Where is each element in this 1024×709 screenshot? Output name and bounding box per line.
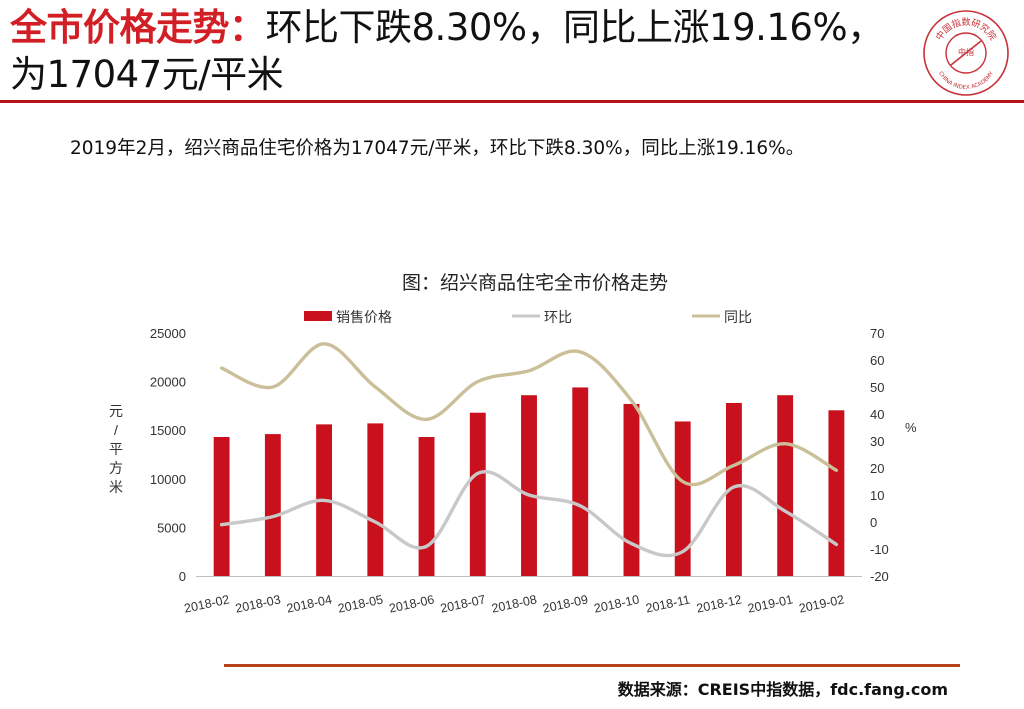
bar-7 <box>572 387 589 576</box>
slide-title: 全市价格走势：环比下跌8.30%，同比上涨19.16%，为17047元/平米 <box>10 4 890 98</box>
x-tick-label-10: 2018-12 <box>695 592 743 615</box>
series-1-point-4 <box>425 545 428 548</box>
y-tick-label-4: 20000 <box>150 375 186 390</box>
series-2-point-9 <box>681 480 684 483</box>
x-tick-label-0: 2018-02 <box>183 592 231 615</box>
bar-3 <box>367 423 384 576</box>
x-tick-label-9: 2018-11 <box>644 593 691 616</box>
y2-axis-label: % <box>905 420 917 435</box>
legend-label-0: 销售价格 <box>336 309 392 325</box>
title-highlight: 全市价格走势： <box>10 6 266 49</box>
y2-tick-label-8: 60 <box>870 353 884 368</box>
x-tick-label-6: 2018-08 <box>490 592 538 615</box>
y2-tick-label-1: -10 <box>870 542 889 557</box>
bar-5 <box>469 412 486 576</box>
y-tick-label-0: 0 <box>179 569 186 584</box>
y2-tick-label-3: 10 <box>870 488 884 503</box>
title-divider <box>0 100 1024 103</box>
series-2-point-3 <box>374 386 377 388</box>
bar-1 <box>264 434 281 576</box>
series-2-point-2 <box>323 343 325 345</box>
bar-4 <box>418 437 435 576</box>
x-tick-label-3: 2018-05 <box>337 592 385 615</box>
y-tick-label-1: 5000 <box>157 520 186 535</box>
x-tick-label-7: 2018-09 <box>542 592 590 615</box>
series-2-point-8 <box>630 399 633 402</box>
x-tick-label-12: 2019-02 <box>798 592 846 615</box>
series-1-point-11 <box>784 510 786 512</box>
bar-12 <box>828 410 845 576</box>
bar-10 <box>725 402 742 576</box>
series-2-point-0 <box>220 367 223 369</box>
series-1-point-6 <box>528 494 530 496</box>
series-2-point-5 <box>476 380 479 383</box>
chart-title: 图：绍兴商品住宅全市价格走势 <box>402 272 668 294</box>
title-rest: 环比下跌8.30%，同比上涨19.16%，为17047元/平米 <box>10 6 884 96</box>
series-1-point-2 <box>323 499 325 502</box>
y2-tick-label-2: 0 <box>870 515 877 530</box>
y-axis-label: 元/平方米 <box>109 403 123 495</box>
series-1-point-3 <box>374 521 377 523</box>
x-tick-label-11: 2019-01 <box>746 592 794 615</box>
x-tick-label-1: 2018-03 <box>234 592 282 615</box>
y2-tick-label-0: -20 <box>870 569 889 584</box>
legend-label-2: 同比 <box>724 309 752 325</box>
series-2-point-7 <box>579 351 582 353</box>
bar-0 <box>213 437 230 576</box>
y2-tick-label-7: 50 <box>870 380 884 395</box>
y-tick-label-5: 25000 <box>150 326 186 341</box>
x-tick-label-2: 2018-04 <box>285 592 333 615</box>
legend-label-1: 环比 <box>544 309 572 325</box>
x-tick-label-8: 2018-10 <box>593 592 641 615</box>
y2-tick-label-6: 40 <box>870 407 884 422</box>
y2-tick-label-9: 70 <box>870 326 884 341</box>
logo-center-text: 中指 <box>958 47 974 57</box>
y-tick-label-2: 10000 <box>150 472 186 487</box>
series-2-point-12 <box>835 469 838 472</box>
bottom-divider <box>224 664 960 667</box>
bar-9 <box>674 421 691 576</box>
series-1-point-7 <box>579 505 582 507</box>
china-index-academy-logo: 中国指数研究院 CHINA INDEX ACADEMY 中指 <box>923 10 1009 96</box>
series-2-point-10 <box>733 464 735 467</box>
y-tick-label-3: 15000 <box>150 423 186 438</box>
y2-tick-label-5: 30 <box>870 434 884 449</box>
series-1-point-10 <box>733 486 735 488</box>
series-1-point-12 <box>835 543 838 546</box>
y2-tick-label-4: 20 <box>870 461 884 476</box>
series-2-point-11 <box>784 442 786 445</box>
series-2-point-1 <box>272 386 274 388</box>
series-1-point-1 <box>272 515 274 518</box>
bar-8 <box>623 403 640 576</box>
series-2-point-4 <box>425 418 428 421</box>
series-1-point-9 <box>681 550 684 553</box>
x-tick-label-4: 2018-06 <box>388 592 436 615</box>
series-1-point-8 <box>630 542 633 545</box>
legend-swatch-0 <box>304 311 332 321</box>
series-2-point-6 <box>528 370 530 372</box>
bar-6 <box>521 395 537 576</box>
x-tick-label-5: 2018-07 <box>439 592 487 615</box>
series-1-point-5 <box>476 472 479 475</box>
summary-text: 2019年2月，绍兴商品住宅价格为17047元/平米，环比下跌8.30%，同比上… <box>70 138 805 159</box>
bar-11 <box>777 395 794 576</box>
data-source: 数据来源：CREIS中指数据，fdc.fang.com <box>617 680 948 699</box>
series-1-point-0 <box>220 523 223 526</box>
